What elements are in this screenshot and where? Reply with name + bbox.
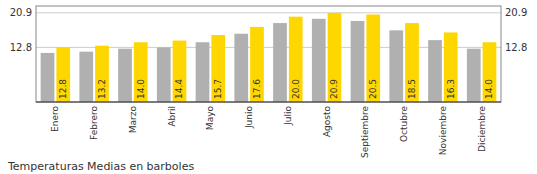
y2-tick-label: 20.9 <box>505 7 527 18</box>
chart-container: 12.8 13.2 14.0 14.4 15.7 17.6 20.0 20.9 20.5 18.5… <box>0 0 537 174</box>
y2-tick-label: 12.8 <box>505 42 527 53</box>
x-tick-label: Junio <box>244 106 254 130</box>
bar <box>483 42 497 102</box>
data-label: 14.4 <box>174 79 184 99</box>
x-tick-label: Marzo <box>128 106 138 134</box>
bar <box>118 49 132 102</box>
x-tick-label: Mayo <box>205 106 215 131</box>
x-axis-line <box>36 101 501 102</box>
data-label: 18.5 <box>407 79 417 99</box>
bar <box>428 40 442 102</box>
x-tick-label: Octubre <box>399 106 409 142</box>
y-tick-label: 20.9 <box>10 7 32 18</box>
grid-line <box>36 12 501 13</box>
data-label: 15.7 <box>213 79 223 99</box>
x-tick-label: Abril <box>167 106 177 127</box>
bar <box>328 13 342 102</box>
title: Temperaturas Medias en barboles <box>7 160 194 173</box>
bar <box>273 23 287 102</box>
x-tick-label: Enero <box>50 106 60 132</box>
bar <box>95 46 109 102</box>
data-label: 14.0 <box>484 79 494 99</box>
data-label: 20.0 <box>291 79 301 99</box>
bar <box>444 32 458 102</box>
bar <box>157 47 171 102</box>
bar <box>351 21 365 102</box>
data-label: 20.5 <box>368 79 378 99</box>
bar <box>56 47 70 102</box>
x-tick-label: Diciembre <box>477 106 487 152</box>
bar <box>79 52 93 102</box>
data-label: 20.9 <box>329 79 339 99</box>
x-tick-label: Noviembre <box>438 106 448 156</box>
data-label: 17.6 <box>252 79 262 99</box>
bar <box>250 27 264 102</box>
bar <box>196 42 210 102</box>
bar <box>366 15 380 102</box>
bar <box>289 17 303 102</box>
data-label: 13.2 <box>97 79 107 99</box>
y-tick-label: 12.8 <box>10 42 32 53</box>
chart: 12.8 13.2 14.0 14.4 15.7 17.6 20.0 20.9 20.5 18.5… <box>0 0 537 174</box>
x-tick-label: Julio <box>283 106 293 126</box>
bar <box>41 53 55 102</box>
bar <box>312 19 326 102</box>
plot-frame <box>36 6 501 102</box>
x-tick-label: Febrero <box>89 106 99 140</box>
x-tick-label: Septiembre <box>360 106 370 159</box>
bar <box>134 42 148 102</box>
bar <box>211 35 225 102</box>
data-label: 12.8 <box>58 79 68 99</box>
bar <box>173 41 187 102</box>
bars <box>41 13 497 102</box>
bar <box>405 23 419 102</box>
data-label: 14.0 <box>136 79 146 99</box>
bar <box>389 30 403 102</box>
bar <box>467 49 481 102</box>
bar <box>234 34 248 102</box>
data-label: 16.3 <box>446 79 456 99</box>
x-tick-label: Agosto <box>322 106 332 138</box>
